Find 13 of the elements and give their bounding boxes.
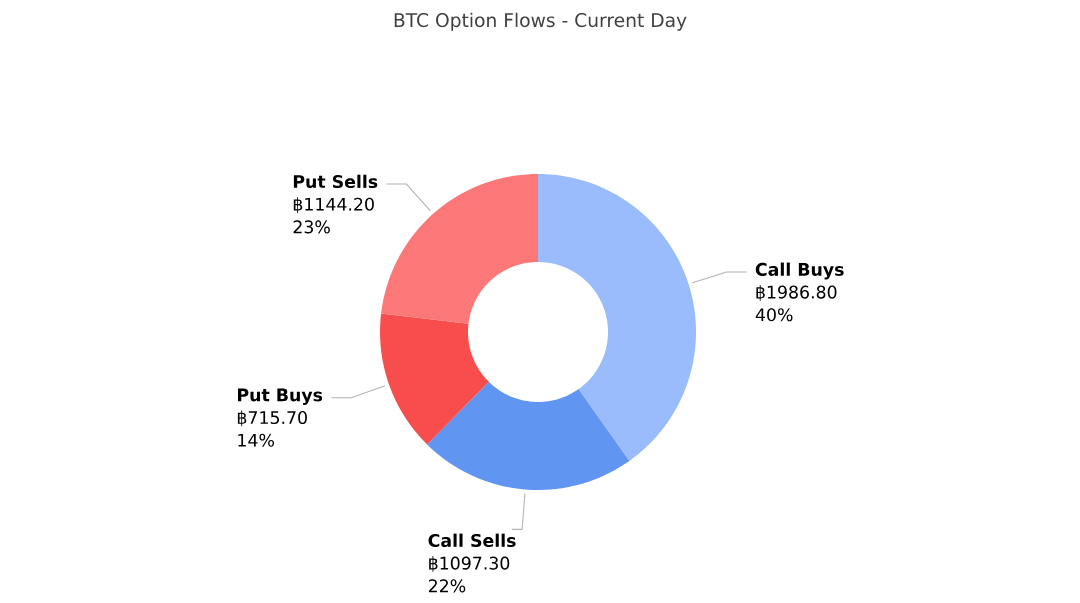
chart-title: BTC Option Flows - Current Day: [394, 12, 687, 31]
data-label: ฿1144.20: [293, 197, 374, 213]
text: 40%: [755, 308, 793, 322]
data-label: ฿715.70: [237, 410, 307, 427]
slice-label: Call Buys: [755, 262, 844, 280]
slice-label: Put Buys: [238, 388, 323, 405]
data-label: ฿1986.80: [756, 285, 837, 301]
data-label: ฿1097.30: [429, 556, 510, 572]
slice-label: Put Sells: [293, 174, 378, 189]
slice-label: Call Sells: [428, 533, 516, 548]
text: 23%: [293, 220, 330, 234]
text: 22%: [428, 579, 466, 593]
text: 14%: [238, 433, 274, 447]
